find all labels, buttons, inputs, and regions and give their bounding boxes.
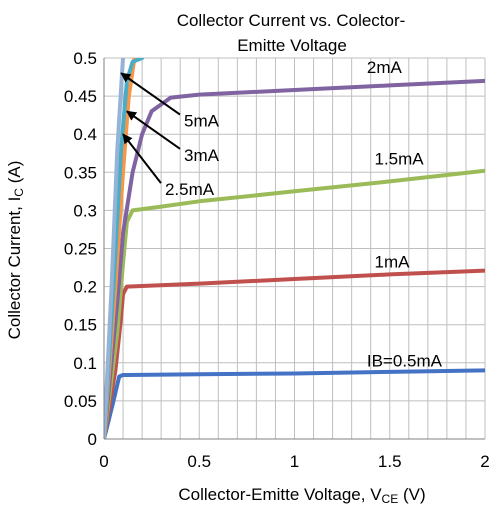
series-line	[104, 168, 485, 439]
annotation-arrow	[122, 133, 162, 184]
y-tick-label: 0.2	[73, 278, 97, 297]
x-tick-label: 1	[290, 452, 299, 471]
y-tick-label: 0.5	[73, 49, 97, 68]
y-tick-label: 0.05	[64, 392, 97, 411]
y-tick-label: 0.25	[64, 240, 97, 259]
data-label: IB=0.5mA	[367, 352, 443, 371]
x-tick-label: 0	[99, 452, 108, 471]
chart-title-line2: Emitte Voltage	[237, 36, 347, 55]
y-tick-label: 0.3	[73, 201, 97, 220]
x-tick-labels: 0 0.5 1 1.5 2	[99, 452, 489, 471]
annotation-arrow	[120, 72, 181, 116]
y-tick-label: 0.4	[73, 125, 97, 144]
y-tick-label: 0.45	[64, 87, 97, 106]
data-labels: 2mA 1.5mA 1mA IB=0.5mA 5mA 3mA 2.5mA	[120, 58, 443, 371]
y-tick-label: 0	[88, 430, 97, 449]
axes	[103, 58, 485, 440]
data-label: 5mA	[184, 112, 220, 131]
annotation-arrow	[126, 110, 181, 150]
chart-title-line1: Collector Current vs. Colector-	[177, 11, 406, 30]
y-tick-label: 0.35	[64, 163, 97, 182]
series-line	[104, 58, 125, 439]
series-line	[104, 268, 485, 439]
data-label: 2.5mA	[165, 180, 215, 199]
x-axis-label: Collector-Emitte Voltage, VCE (V)	[178, 485, 425, 506]
y-axis-label: Collector Current, IC (A)	[5, 161, 26, 340]
y-tick-labels: 0 0.05 0.1 0.15 0.2 0.25 0.3 0.35 0.4 0.45 0.5	[64, 49, 97, 449]
data-label: 1mA	[375, 253, 411, 272]
grid	[104, 57, 486, 439]
data-label: 3mA	[184, 146, 220, 165]
x-tick-label: 2	[480, 452, 489, 471]
series-line	[104, 78, 485, 439]
x-tick-label: 0.5	[187, 452, 211, 471]
x-tick-label: 1.5	[378, 452, 402, 471]
series-group	[104, 58, 485, 439]
data-label: 2mA	[367, 58, 403, 77]
y-tick-label: 0.15	[64, 316, 97, 335]
y-tick-label: 0.1	[73, 354, 97, 373]
data-label: 1.5mA	[375, 150, 425, 169]
series-line	[104, 368, 485, 439]
